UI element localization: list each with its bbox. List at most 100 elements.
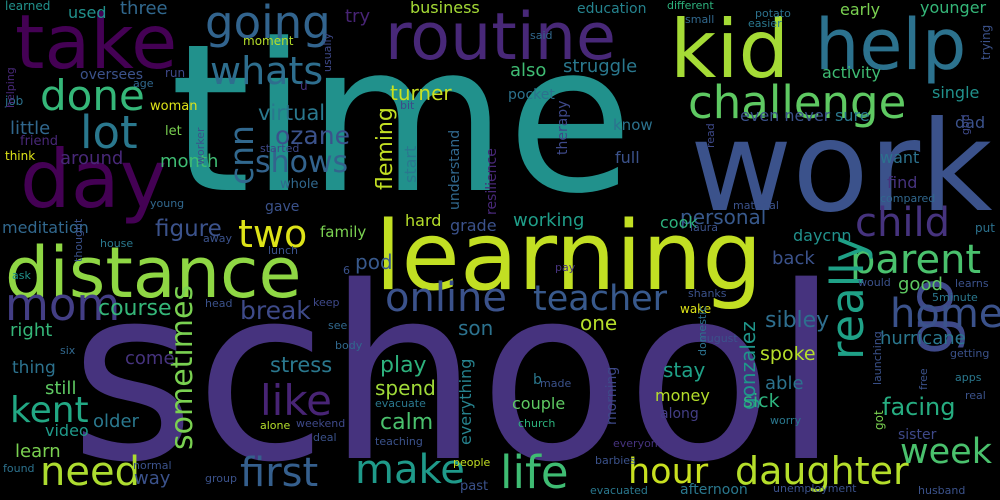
word-afternoon: afternoon <box>680 482 748 498</box>
word-cook: cook <box>660 213 698 232</box>
word-said: said <box>530 29 553 42</box>
word-mom: mom <box>5 278 121 331</box>
word-lunch: lunch <box>268 244 299 257</box>
word-think: think <box>5 149 36 163</box>
word-routine: routine <box>385 0 616 75</box>
word-back: back <box>772 248 815 269</box>
word-daughter: daughter <box>735 449 909 493</box>
word-three: three <box>120 0 168 19</box>
word-church: church <box>518 417 556 430</box>
word-little: little <box>10 118 51 139</box>
word-distance: distance <box>5 232 302 314</box>
word-cnn: cnn <box>222 125 261 185</box>
word-domestic: domestic <box>696 305 709 356</box>
word-worry: worry <box>770 414 802 427</box>
word-compared: compared <box>880 192 936 205</box>
word-help: help <box>815 4 967 86</box>
word-calm: calm <box>380 410 434 435</box>
word-everything: everything <box>456 358 475 445</box>
word-resilience: resilience <box>484 148 500 215</box>
word-personal: personal <box>680 205 767 229</box>
word-challenge: challenge <box>688 76 907 129</box>
word-made: made <box>540 377 572 390</box>
word-therapy: therapy <box>555 100 571 155</box>
word-wake: wake <box>680 302 712 316</box>
word-couple: couple <box>512 394 566 413</box>
word-alone: alone <box>260 419 291 432</box>
word-run: run <box>165 66 186 80</box>
word-apps: apps <box>955 371 982 384</box>
word-different: different <box>667 0 714 12</box>
word-activity: activity <box>822 63 881 82</box>
word-done: done <box>40 71 145 120</box>
word-need: need <box>40 449 140 495</box>
word-thought: thought <box>72 218 85 262</box>
word-let: let <box>165 124 182 139</box>
word-free: free <box>917 368 930 390</box>
word-business: business <box>410 0 480 17</box>
word-money: money <box>655 386 710 405</box>
word-young: young <box>150 197 185 210</box>
word-break: break <box>240 296 311 325</box>
word-keep: keep <box>313 296 340 309</box>
word-try: try <box>345 6 371 27</box>
word-used: used <box>68 3 107 22</box>
word-got: got <box>872 410 886 430</box>
word-sure: sure <box>835 106 870 125</box>
word-started: started <box>260 142 300 155</box>
word-like: like <box>260 376 333 425</box>
word-way: way <box>134 468 171 489</box>
word-ozane: ozane <box>275 121 350 150</box>
word-younger: younger <box>920 0 987 17</box>
word-single: single <box>932 83 980 102</box>
word-good: good <box>898 274 943 295</box>
word-getting: getting <box>950 347 990 360</box>
word-trying: trying <box>979 24 993 60</box>
word-family: family <box>320 223 367 241</box>
word-learns: learns <box>955 277 989 290</box>
word-see: see <box>328 319 348 332</box>
word-husband: husband <box>918 484 966 497</box>
word-ask: ask <box>12 269 31 282</box>
word-start: start <box>401 145 420 183</box>
word-teaching: teaching <box>375 435 423 448</box>
word-two: two <box>238 212 308 256</box>
word-evacuated: evacuated <box>590 484 648 497</box>
word-meditation: meditation <box>2 218 89 237</box>
word-found: found <box>3 462 35 475</box>
word-lot: lot <box>80 106 138 159</box>
word-right: right <box>10 320 53 341</box>
word-sister: sister <box>898 427 937 443</box>
word-also: also <box>510 60 547 81</box>
word-woman: woman <box>150 99 198 114</box>
word-whole: whole <box>280 177 319 192</box>
word-learn: learn <box>15 441 61 462</box>
word-know: know <box>613 116 653 134</box>
word-kent: kent <box>10 390 89 431</box>
word-learned: learned <box>5 0 51 13</box>
word-even-never: even never <box>740 106 831 125</box>
word-spoke: spoke <box>760 343 816 365</box>
word-come: come <box>125 348 175 369</box>
word-make: make <box>355 447 465 493</box>
word-life: life <box>500 446 569 499</box>
word-house: house <box>100 237 134 250</box>
word-would: would <box>858 276 891 289</box>
word-still: still <box>45 378 77 399</box>
word-hour: hour <box>628 452 709 492</box>
word-helping: helping <box>4 67 17 108</box>
word-find: find <box>887 173 918 192</box>
word-sibley: sibley <box>765 308 830 333</box>
word-normal: normal <box>133 459 172 472</box>
word-usually: usually <box>321 32 334 72</box>
word-teacher: teacher <box>533 279 668 319</box>
word-home: home <box>890 291 1000 337</box>
word-pay: pay <box>555 261 576 274</box>
word-age: age <box>133 77 154 90</box>
word-laura: laura <box>690 221 719 234</box>
word-child: child <box>855 200 950 246</box>
word-along: along <box>660 406 699 422</box>
word-son: son <box>458 316 494 340</box>
word-daycnn: daycnn <box>793 226 852 245</box>
word-stress: stress <box>270 353 333 377</box>
